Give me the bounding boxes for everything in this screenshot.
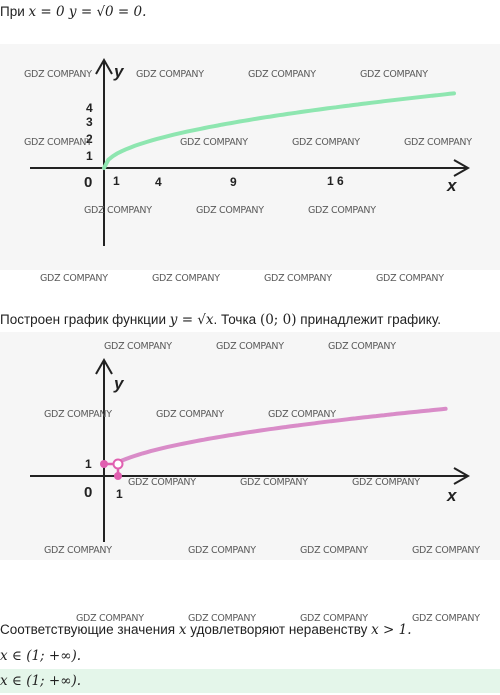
watermark: GDZ COMPANY: [188, 613, 256, 624]
watermark: GDZ COMPANY: [44, 409, 112, 420]
watermark: GDZ COMPANY: [136, 69, 204, 80]
watermark: GDZ COMPANY: [76, 613, 144, 624]
watermark: GDZ COMPANY: [328, 341, 396, 352]
conclusion-inequality: x > 1.: [371, 622, 412, 638]
conclusion-line: Соответствующие значения x удовлетворяют…: [0, 622, 412, 638]
watermark: GDZ COMPANY: [264, 273, 332, 284]
final-answer-box: [0, 669, 500, 693]
watermark: GDZ COMPANY: [300, 613, 368, 624]
graph2-x-arrow: [453, 467, 471, 485]
graph1-x-label: x: [447, 176, 457, 195]
graph2-origin: 0: [84, 484, 93, 501]
graph1-x-tick-1: 1: [113, 174, 120, 188]
graph1-x-tick-9: 9: [230, 175, 237, 189]
watermark: GDZ COMPANY: [240, 477, 308, 488]
graph1-x-arrow: [453, 159, 471, 177]
watermark: GDZ COMPANY: [44, 545, 112, 556]
watermark: GDZ COMPANY: [412, 613, 480, 624]
watermark: GDZ COMPANY: [196, 205, 264, 216]
watermark: GDZ COMPANY: [180, 137, 248, 148]
watermark: GDZ COMPANY: [292, 137, 360, 148]
watermark: GDZ COMPANY: [412, 545, 480, 556]
graph1-sqrt-curve: [102, 91, 456, 170]
graph2-panel: [0, 332, 500, 560]
graph2-x-label: x: [447, 486, 457, 505]
watermark: GDZ COMPANY: [24, 137, 92, 148]
graph1-y-tick-2: 2: [86, 132, 93, 146]
conclusion-mid: удовлетворяют неравенству: [190, 622, 368, 637]
graph2-point-y1: [100, 460, 108, 468]
watermark: GDZ COMPANY: [156, 409, 224, 420]
watermark: GDZ COMPANY: [128, 477, 196, 488]
watermark: GDZ COMPANY: [300, 545, 368, 556]
statement-line: Построен график функции y = √x. Точка (0…: [0, 312, 441, 328]
graph1-y-tick-4: 4: [86, 101, 93, 115]
watermark: GDZ COMPANY: [308, 205, 376, 216]
watermark: GDZ COMPANY: [40, 273, 108, 284]
intro-math: x = 0 y = √0 = 0.: [28, 4, 147, 20]
graph2-sqrt-curve: [116, 406, 448, 465]
graph1-panel: [0, 44, 500, 270]
graph2-y-tick-1: 1: [85, 457, 92, 471]
watermark: GDZ COMPANY: [152, 273, 220, 284]
statement-suffix: принадлежит графику.: [300, 312, 442, 327]
graph1-x-tick-16: 1 6: [327, 174, 344, 188]
statement-prefix: Построен график функции: [0, 312, 167, 327]
statement-point-text: . Точка: [213, 312, 257, 327]
statement-func: y = √x: [169, 312, 214, 328]
watermark: GDZ COMPANY: [404, 137, 472, 148]
graph1-y-arrow: [95, 57, 113, 75]
watermark: GDZ COMPANY: [188, 545, 256, 556]
watermark: GDZ COMPANY: [248, 69, 316, 80]
graph2-y-arrow: [95, 357, 113, 375]
watermark: GDZ COMPANY: [24, 69, 92, 80]
watermark: GDZ COMPANY: [360, 69, 428, 80]
graph2-axes: [30, 357, 471, 542]
conclusion-prefix: Соответствующие значения: [0, 622, 176, 637]
graph1-y-tick-1: 1: [86, 149, 93, 163]
graph2-y-label: y: [114, 374, 124, 393]
conclusion-var: x: [178, 622, 187, 638]
watermark: GDZ COMPANY: [268, 409, 336, 420]
graph2-point-x1: [114, 472, 122, 480]
watermark: GDZ COMPANY: [104, 341, 172, 352]
answer-line: x ∈ (1; +∞).: [0, 648, 81, 664]
graph1-x-tick-4: 4: [155, 175, 162, 189]
final-answer: x ∈ (1; +∞).: [0, 673, 81, 689]
graph1-origin: 0: [84, 174, 93, 191]
graph2-open-point-1-1: [112, 458, 124, 470]
intro-line: При x = 0 y = √0 = 0.: [0, 4, 146, 20]
statement-point: (0; 0): [259, 312, 297, 328]
watermark: GDZ COMPANY: [216, 341, 284, 352]
watermark: GDZ COMPANY: [352, 477, 420, 488]
intro-prefix: При: [0, 4, 25, 19]
watermark: GDZ COMPANY: [84, 205, 152, 216]
graph1-y-label: y: [114, 62, 124, 81]
watermark: GDZ COMPANY: [376, 273, 444, 284]
graph2-x-tick-1: 1: [116, 487, 123, 501]
graph1-y-tick-3: 3: [86, 115, 93, 129]
